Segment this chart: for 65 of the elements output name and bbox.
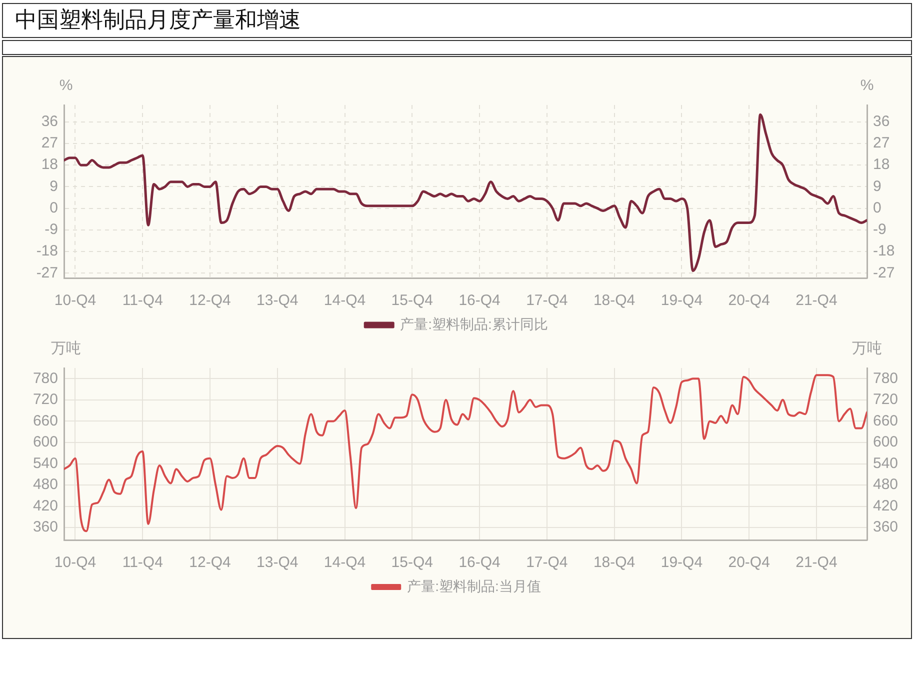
line-series [64, 113, 867, 272]
y-tick-label: 0 [50, 199, 58, 216]
y-tick-label: 480 [32, 476, 58, 494]
legend-label: 产量:塑料制品:累计同比 [400, 316, 548, 332]
y-tick-label: 360 [32, 518, 58, 536]
y-tick-label: 18 [41, 156, 58, 174]
y-tick-label: 780 [32, 370, 58, 387]
x-tick-label: 13-Q4 [256, 292, 298, 310]
y2-tick-label: 18 [873, 156, 890, 174]
x-tick-label: 15-Q4 [391, 292, 434, 310]
x-tick-label: 21-Q4 [796, 554, 838, 572]
x-tick-label: 14-Q4 [324, 554, 366, 572]
y2-tick-label: -27 [873, 264, 895, 282]
x-tick-label: 11-Q4 [122, 554, 163, 572]
x-tick-label: 16-Q4 [458, 554, 500, 572]
y2-tick-label: 480 [873, 476, 898, 494]
y2-axis-title: 万吨 [852, 340, 882, 358]
y2-tick-label: 0 [873, 199, 882, 216]
y2-tick-label: 420 [873, 497, 898, 514]
x-tick-label: 10-Q4 [54, 554, 96, 572]
y2-tick-label: 720 [873, 391, 898, 408]
chart-title: 中国塑料制品月度产量和增速 [15, 7, 301, 32]
x-tick-label: 12-Q4 [189, 292, 231, 310]
y2-tick-label: 360 [873, 518, 898, 536]
y-tick-label: -18 [36, 242, 58, 260]
x-tick-label: 19-Q4 [660, 292, 703, 310]
y-tick-label: 9 [50, 178, 58, 195]
x-tick-label: 18-Q4 [593, 554, 636, 572]
x-tick-label: 20-Q4 [728, 554, 770, 572]
y-tick-label: 660 [32, 412, 58, 430]
x-tick-label: 17-Q4 [526, 292, 568, 310]
y-tick-label: 720 [32, 391, 58, 408]
x-tick-label: 15-Q4 [391, 554, 434, 572]
y2-tick-label: 540 [873, 454, 898, 472]
y2-tick-label: 780 [873, 370, 898, 387]
y2-tick-label: 660 [873, 412, 898, 430]
x-tick-label: 18-Q4 [593, 292, 636, 310]
x-tick-label: 21-Q4 [796, 292, 838, 310]
x-tick-label: 10-Q4 [54, 292, 96, 310]
y-tick-label: -27 [36, 264, 58, 282]
y-axis-title: 万吨 [51, 340, 81, 358]
y-axis-title: % [59, 77, 73, 95]
y2-tick-label: -9 [873, 221, 886, 238]
y-tick-label: 420 [32, 497, 58, 514]
y-tick-label: 27 [41, 134, 58, 152]
y-tick-label: 36 [41, 112, 58, 130]
y-tick-label: 600 [32, 434, 58, 451]
x-tick-label: 12-Q4 [189, 554, 231, 572]
y2-axis-title: % [860, 77, 874, 95]
x-tick-label: 11-Q4 [122, 292, 163, 310]
x-tick-label: 16-Q4 [458, 292, 500, 310]
y2-tick-label: 27 [873, 134, 890, 152]
line-series [64, 374, 867, 532]
y-tick-label: 540 [32, 454, 58, 472]
legend-label: 产量:塑料制品:当月值 [407, 578, 541, 594]
y2-tick-label: 9 [873, 178, 882, 195]
x-tick-label: 13-Q4 [256, 554, 298, 572]
x-tick-label: 20-Q4 [728, 292, 770, 310]
x-tick-label: 19-Q4 [660, 554, 703, 572]
y2-tick-label: 36 [873, 112, 890, 130]
y-tick-label: -9 [44, 221, 58, 238]
y2-tick-label: -18 [873, 242, 895, 260]
x-tick-label: 17-Q4 [526, 554, 568, 572]
y2-tick-label: 600 [873, 434, 898, 451]
x-tick-label: 14-Q4 [324, 292, 366, 310]
